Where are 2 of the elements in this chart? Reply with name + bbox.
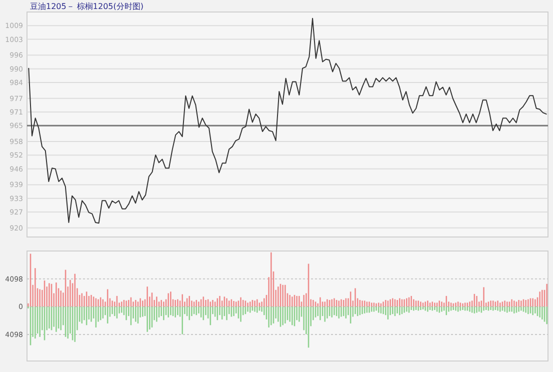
line-series — [28, 18, 547, 224]
chart-title: 豆油1205－ 棕榈1205(分时图) — [30, 2, 144, 11]
